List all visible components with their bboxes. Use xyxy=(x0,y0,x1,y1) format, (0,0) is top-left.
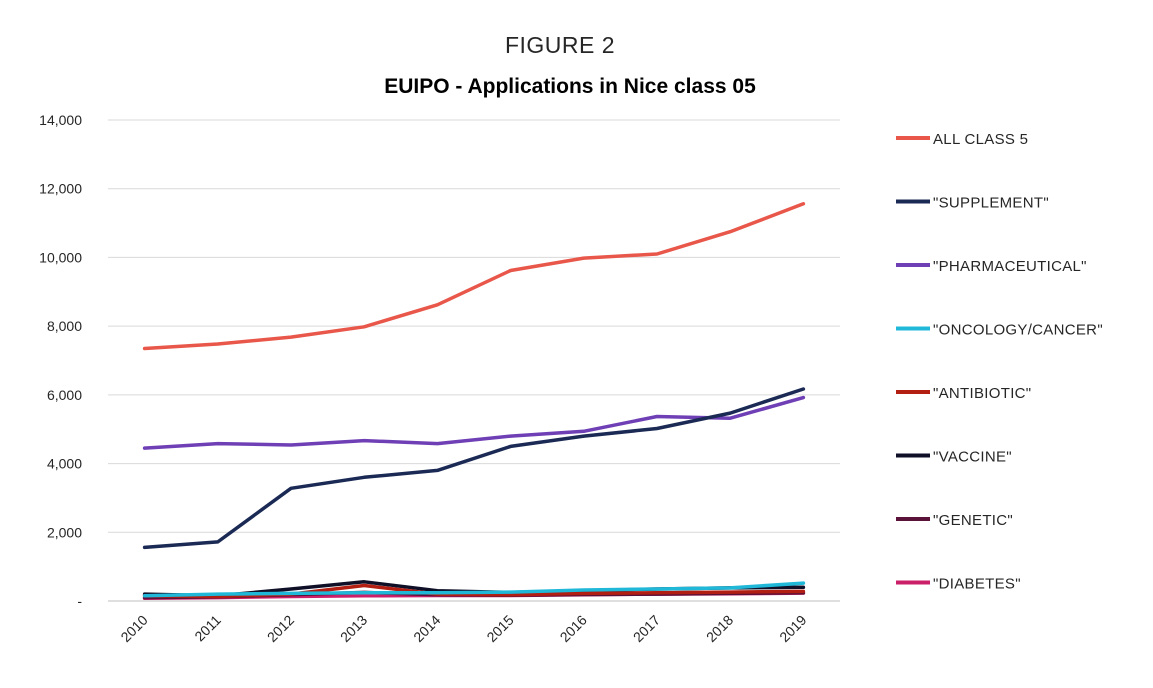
series-line-supplement xyxy=(142,387,806,550)
legend-label-genetic: "GENETIC" xyxy=(933,512,1013,529)
y-tick-label: 8,000 xyxy=(47,318,82,334)
figure-label: FIGURE 2 xyxy=(505,32,615,58)
y-tick-label: 14,000 xyxy=(39,112,82,128)
series-line-pharmaceutical xyxy=(142,395,806,450)
chart-title: EUIPO - Applications in Nice class 05 xyxy=(384,75,756,98)
y-tick-label: 6,000 xyxy=(47,387,82,403)
y-tick-label: - xyxy=(77,593,82,609)
legend-label-oncology-cancer: "ONCOLOGY/CANCER" xyxy=(933,322,1103,339)
y-axis: - 2,000 4,000 6,000 8,000 10,000 12,000 14,000 xyxy=(39,112,82,609)
y-tick-label: 12,000 xyxy=(39,181,82,197)
x-axis: 2010 2011 2012 2013 2014 2015 2016 2017 2018 2019 xyxy=(117,612,809,645)
x-tick-label: 2017 xyxy=(630,612,663,645)
legend: ALL CLASS 5 "SUPPLEMENT" "PHARMACEUTICAL" "… xyxy=(896,131,1103,593)
x-tick-label: 2014 xyxy=(410,612,443,645)
gridlines xyxy=(108,119,840,602)
x-tick-label: 2016 xyxy=(557,612,590,645)
y-tick-label: 10,000 xyxy=(39,249,82,265)
y-tick-label: 2,000 xyxy=(47,524,82,540)
legend-label-diabetes: "DIABETES" xyxy=(933,576,1021,593)
x-tick-label: 2013 xyxy=(337,612,370,645)
x-tick-label: 2019 xyxy=(776,612,809,645)
x-tick-label: 2018 xyxy=(703,612,736,645)
legend-label-supplement: "SUPPLEMENT" xyxy=(933,195,1049,212)
x-tick-label: 2010 xyxy=(117,612,150,645)
series-lines xyxy=(142,202,806,601)
legend-label-pharmaceutical: "PHARMACEUTICAL" xyxy=(933,258,1087,275)
x-tick-label: 2015 xyxy=(483,612,516,645)
y-tick-label: 4,000 xyxy=(47,456,82,472)
legend-label-all-class-5: ALL CLASS 5 xyxy=(933,131,1028,148)
legend-label-vaccine: "VACCINE" xyxy=(933,449,1012,466)
x-tick-label: 2012 xyxy=(264,612,297,645)
series-line-oncology-cancer xyxy=(142,581,806,598)
legend-label-antibiotic: "ANTIBIOTIC" xyxy=(933,385,1031,402)
series-line-all-class-5 xyxy=(142,202,806,351)
x-tick-label: 2011 xyxy=(191,612,224,645)
